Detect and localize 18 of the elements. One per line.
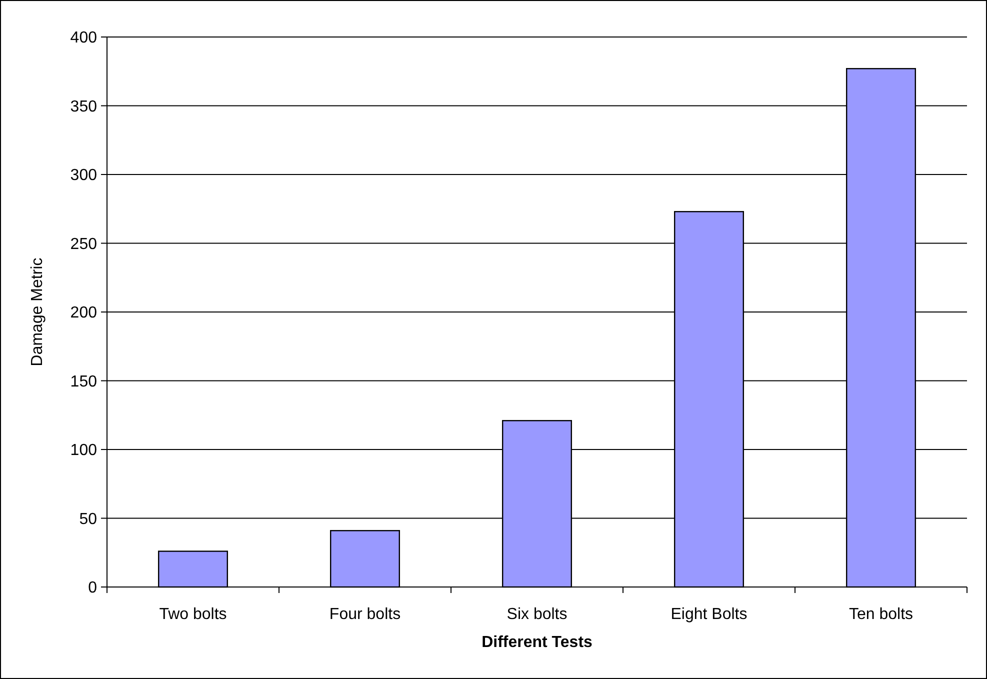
y-tick-label: 100 <box>70 442 98 460</box>
bar <box>330 530 400 588</box>
x-tick-label: Eight Bolts <box>670 606 748 623</box>
x-tick-label: Six bolts <box>506 606 568 623</box>
y-tick-label: 400 <box>70 30 98 47</box>
y-tick-label: 0 <box>88 580 98 597</box>
y-tick-label: 250 <box>70 236 98 253</box>
y-tick-label: 200 <box>70 304 98 322</box>
y-tick-label: 50 <box>79 510 98 528</box>
x-axis-title: Different Tests <box>482 634 593 651</box>
x-tick-label: Two bolts <box>159 606 227 623</box>
y-tick-label: 350 <box>70 98 98 116</box>
x-tick-label: Ten bolts <box>848 606 914 623</box>
bar <box>158 550 228 588</box>
y-tick-label: 150 <box>70 373 98 390</box>
y-tick-label: 300 <box>70 167 98 184</box>
y-axis-title: Damage Metric <box>29 258 46 366</box>
x-tick-label: Four bolts <box>329 606 401 623</box>
